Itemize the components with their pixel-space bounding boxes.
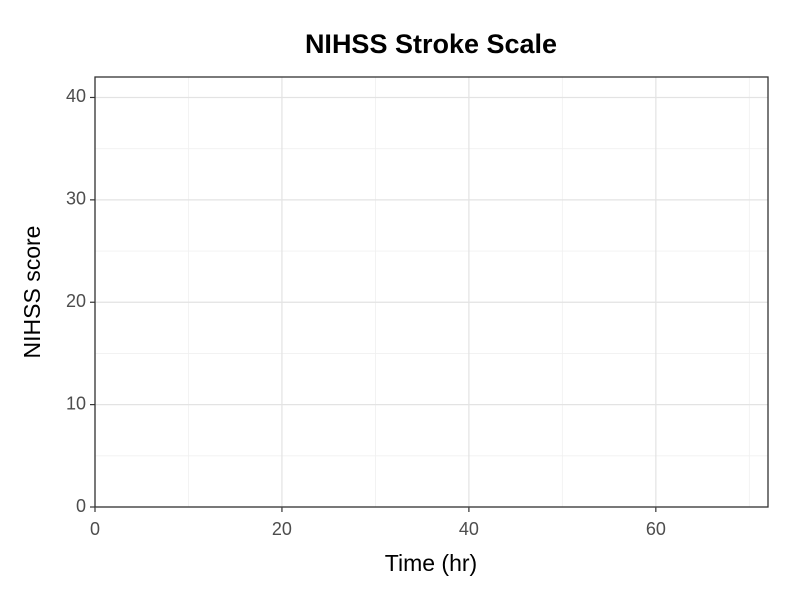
x-tick-label: 40 [459, 519, 479, 539]
y-tick-label: 10 [66, 393, 86, 413]
x-tick-label: 60 [646, 519, 666, 539]
y-axis-title: NIHSS score [19, 226, 45, 359]
y-tick-label: 0 [76, 496, 86, 516]
x-tick-label: 0 [90, 519, 100, 539]
y-tick-label: 20 [66, 291, 86, 311]
y-tick-label: 40 [66, 86, 86, 106]
plot-border [94, 76, 769, 508]
y-tick-label: 30 [66, 189, 86, 209]
chart-title: NIHSS Stroke Scale [305, 29, 557, 59]
x-axis-title: Time (hr) [385, 550, 477, 576]
x-tick-label: 20 [272, 519, 292, 539]
